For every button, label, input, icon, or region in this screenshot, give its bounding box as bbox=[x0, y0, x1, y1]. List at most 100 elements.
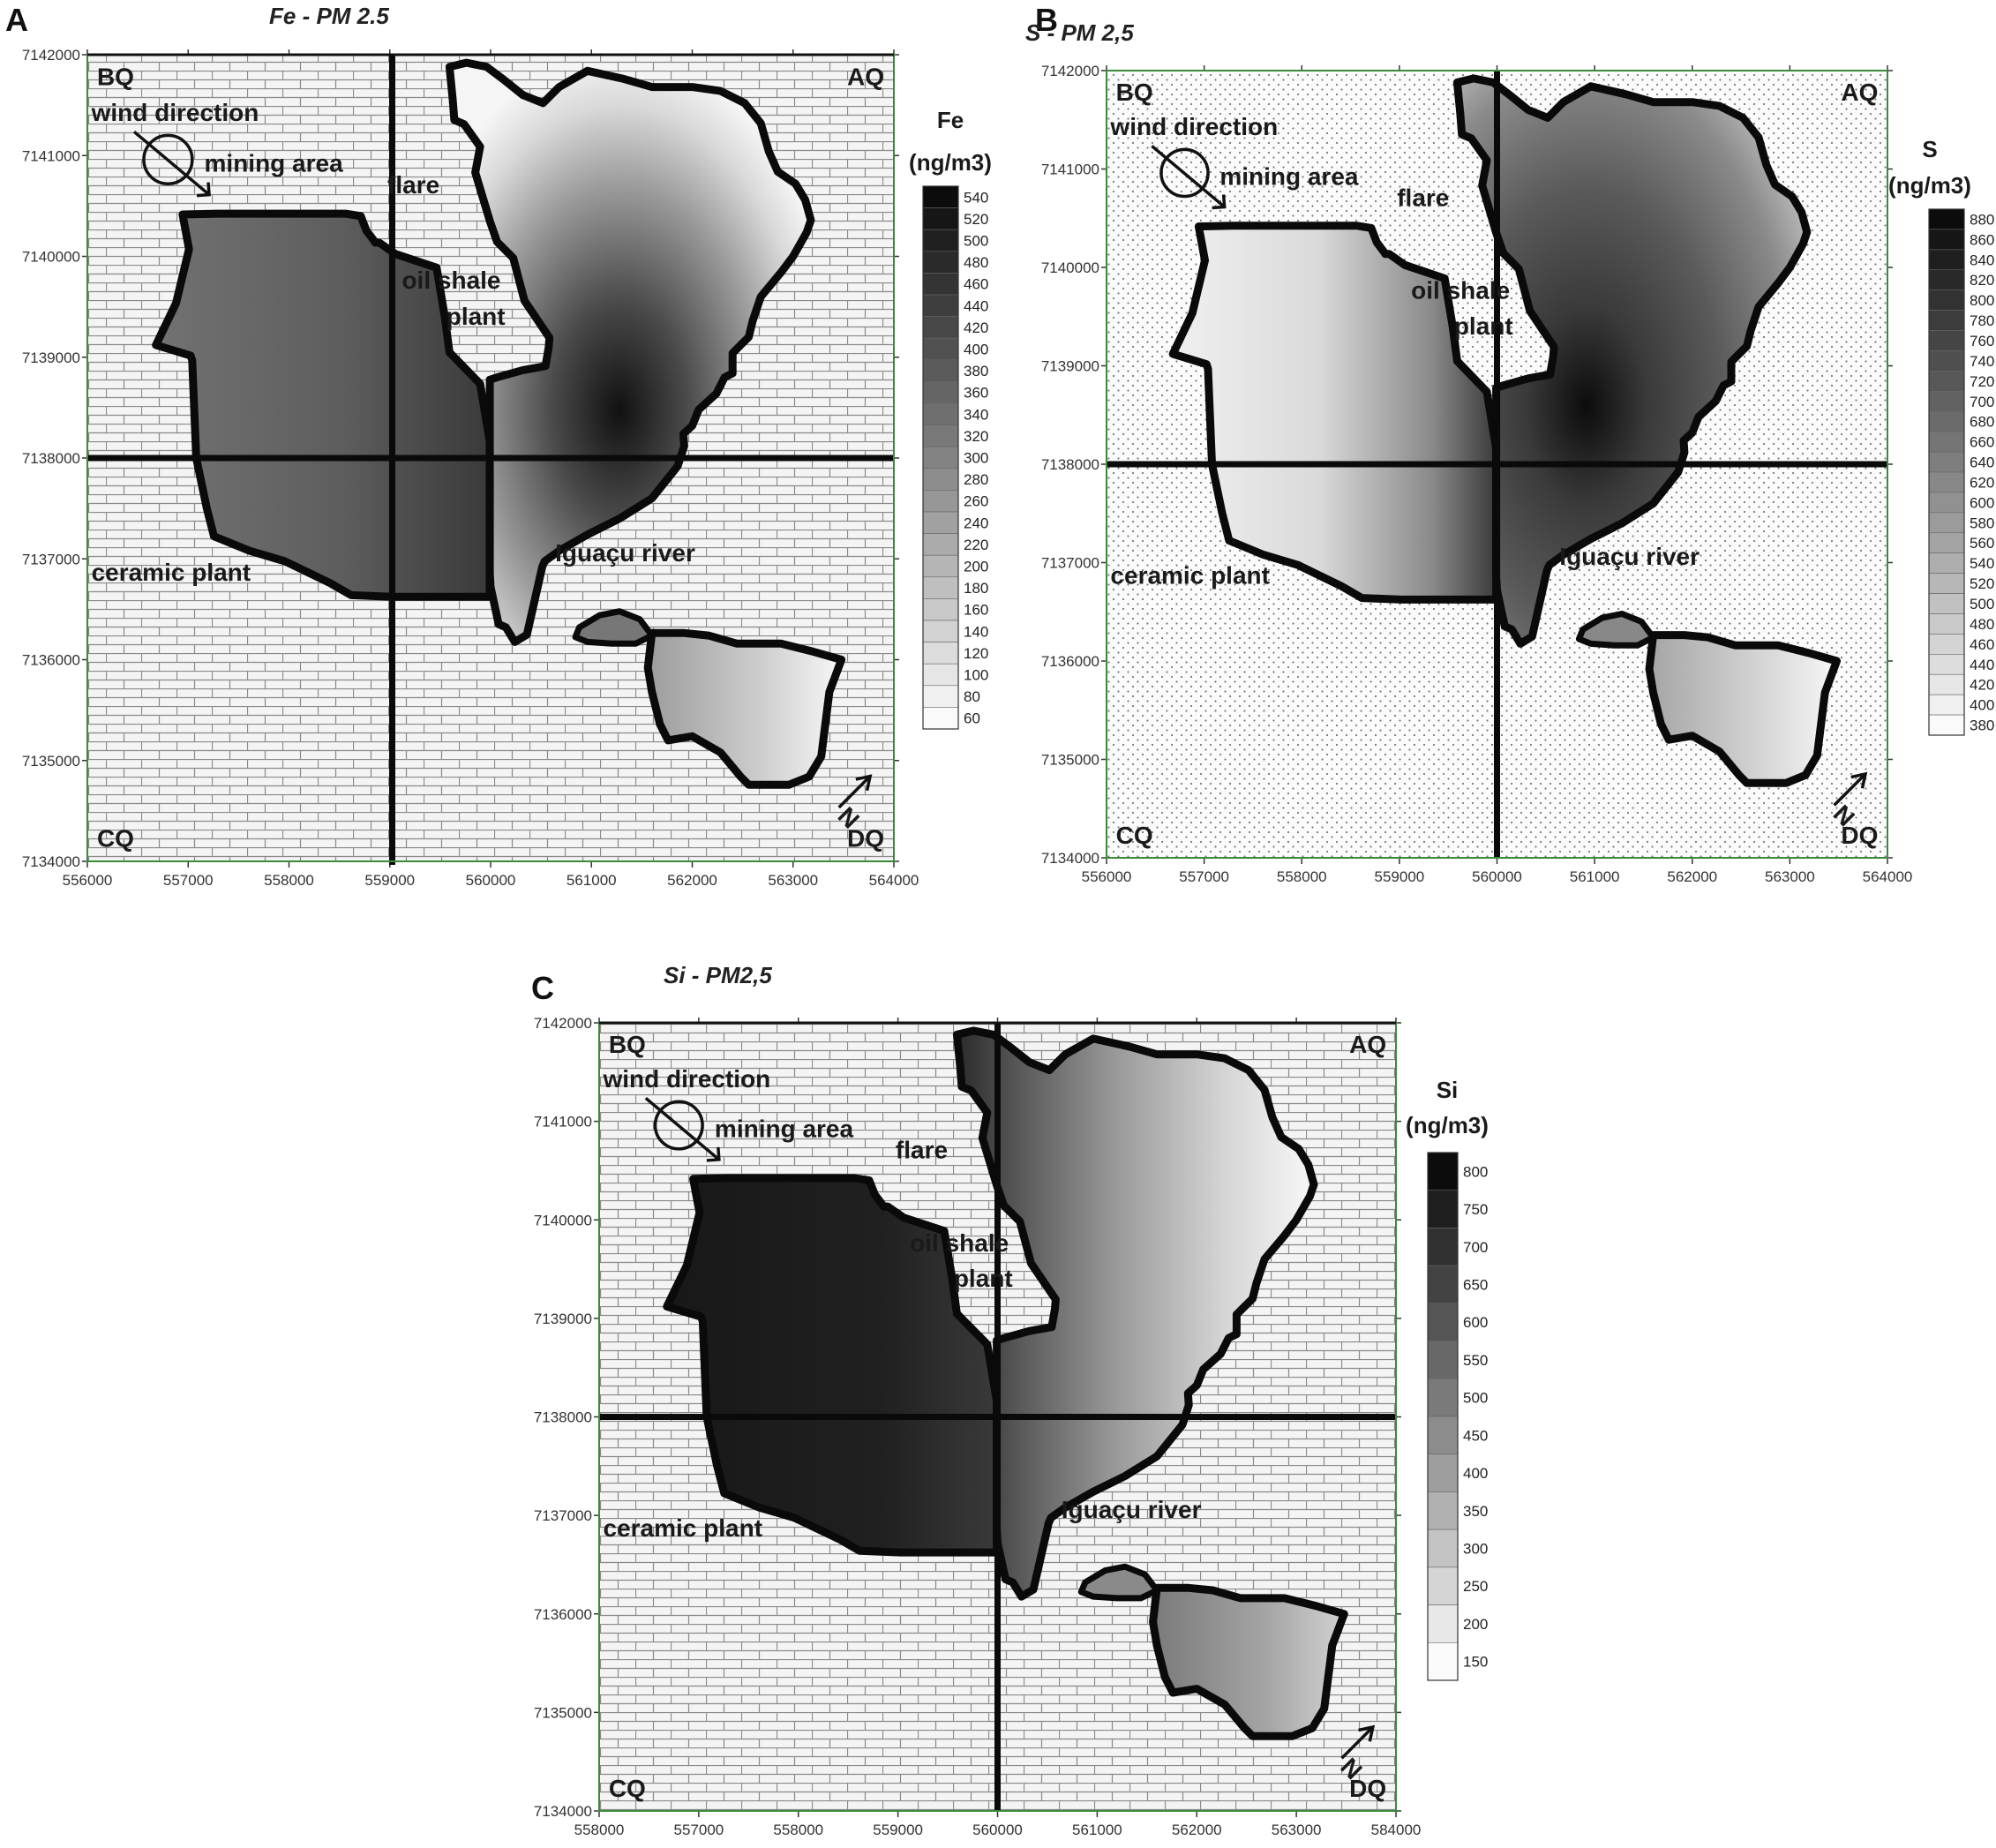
panel-title: Si - PM2,5 bbox=[664, 962, 772, 988]
colorbar-step bbox=[1928, 471, 1965, 493]
colorbar-step bbox=[922, 251, 959, 274]
y-tick-label: 7137000 bbox=[22, 551, 80, 567]
ceramic-plant-zone bbox=[1168, 222, 1501, 604]
x-tick-label: 561000 bbox=[1570, 868, 1620, 885]
colorbar-step bbox=[1928, 330, 1965, 351]
colorbar-tick-label: 800 bbox=[1970, 292, 1994, 309]
colorbar-step bbox=[1427, 1491, 1459, 1530]
colorbar-step bbox=[1928, 208, 1965, 230]
y-tick-label: 7140000 bbox=[22, 249, 80, 266]
colorbar-tick-label: 520 bbox=[964, 211, 988, 228]
north-arrow-head bbox=[1358, 1724, 1376, 1742]
colorbar-tick-label: 440 bbox=[1970, 657, 1994, 673]
map-panel-c: C Si - PM2,5 7142000 7141000 7140000 7139000 7… bbox=[531, 962, 1489, 1838]
colorbar-step bbox=[922, 273, 959, 296]
quadrant-label-cq: CQ bbox=[609, 1775, 646, 1802]
colorbar-tick-label: 250 bbox=[1463, 1578, 1488, 1595]
plant-label: plant bbox=[954, 1265, 1013, 1292]
colorbar-units: (ng/m3) bbox=[1406, 1112, 1489, 1138]
flare-label: flare bbox=[896, 1137, 948, 1164]
colorbar-tick-label: 750 bbox=[1463, 1201, 1488, 1218]
colorbar-step bbox=[1427, 1529, 1459, 1568]
colorbar-tick-label: 580 bbox=[1970, 515, 1994, 531]
colorbar-tick-label: 460 bbox=[1970, 636, 1994, 653]
colorbar-tick-label: 480 bbox=[1970, 616, 1994, 633]
colorbar-tick-label: 700 bbox=[1463, 1239, 1488, 1256]
y-tick-label: 7142000 bbox=[22, 47, 80, 64]
colorbar-tick-label: 260 bbox=[964, 493, 988, 510]
plant-label: plant bbox=[446, 303, 506, 330]
colorbar-tick-label: 80 bbox=[964, 688, 980, 705]
colorbar-step bbox=[922, 337, 959, 361]
wind-direction-icon bbox=[142, 133, 194, 185]
y-tick-label: 7141000 bbox=[534, 1114, 592, 1131]
colorbar-step bbox=[922, 598, 959, 621]
colorbar-step bbox=[922, 359, 959, 382]
quadrant-label-cq: CQ bbox=[97, 825, 134, 853]
quadrant-label-dq: DQ bbox=[1349, 1775, 1386, 1802]
x-tick-label: 558000 bbox=[1277, 868, 1327, 885]
colorbar-units: (ng/m3) bbox=[1888, 172, 1971, 199]
y-tick-label: 7139000 bbox=[534, 1311, 592, 1327]
colorbar-tick-label: 440 bbox=[964, 297, 988, 314]
river-pond bbox=[1077, 1563, 1160, 1602]
colorbar-step bbox=[1928, 532, 1965, 553]
colorbar-step bbox=[922, 185, 959, 208]
x-tick-label: 558000 bbox=[264, 872, 314, 889]
panel-letter: B bbox=[1035, 2, 1058, 38]
colorbar-tick-label: 60 bbox=[964, 710, 980, 727]
colorbar-element: S bbox=[1922, 136, 1937, 162]
x-tick-label: 562000 bbox=[1172, 1822, 1222, 1838]
iguacu-river-label: Iguaçu river bbox=[555, 539, 695, 567]
colorbar-step bbox=[1427, 1152, 1459, 1191]
wind-arrowhead-icon bbox=[196, 182, 211, 198]
colorbar-tick-label: 720 bbox=[1970, 373, 1994, 390]
y-tick-label: 7136000 bbox=[534, 1606, 592, 1623]
oil-shale-label: oil shale bbox=[1411, 277, 1510, 304]
wind-direction-label: wind direction bbox=[603, 1065, 771, 1093]
axis-ticks: 7142000 7141000 7140000 7139000 7138000 71370… bbox=[22, 47, 919, 889]
y-tick-label: 7135000 bbox=[534, 1704, 592, 1721]
quadrant-label-cq: CQ bbox=[1116, 822, 1153, 849]
colorbar-step bbox=[922, 424, 959, 447]
wind-arrowhead-icon bbox=[706, 1146, 721, 1162]
flare-label: flare bbox=[387, 171, 439, 199]
mining-area-label: mining area bbox=[1219, 162, 1359, 190]
colorbar-tick-label: 300 bbox=[1463, 1541, 1488, 1558]
y-tick-label: 7138000 bbox=[22, 450, 80, 467]
colorbar-tick-label: 740 bbox=[1970, 353, 1994, 370]
map-labels: BQ AQ CQ DQ wind direction mining area flare oi… bbox=[1109, 79, 1878, 849]
wind-direction-icon bbox=[653, 1100, 704, 1151]
wind-arrowhead-icon bbox=[1212, 194, 1227, 210]
x-tick-label: 558000 bbox=[574, 1822, 625, 1838]
panel-title: Fe - PM 2.5 bbox=[269, 3, 389, 29]
map-panel-b: BS - PM 2,5 7142000 7141000 7140000 7139000 7… bbox=[1025, 2, 1994, 885]
colorbar-tick-label: 120 bbox=[964, 645, 988, 662]
colorbar-step bbox=[1928, 593, 1965, 614]
y-tick-label: 7135000 bbox=[22, 753, 80, 770]
colorbar-frame bbox=[922, 185, 959, 730]
colorbar-tick-label: 150 bbox=[1463, 1654, 1488, 1671]
colorbar: S (ng/m3) 880 860 840 820 800 780 760 740 720 700 68… bbox=[1888, 136, 1994, 736]
colorbar-step bbox=[922, 685, 959, 708]
colorbar-step bbox=[1928, 350, 1965, 372]
colorbar-step bbox=[1928, 391, 1965, 412]
y-tick-label: 7140000 bbox=[534, 1212, 592, 1228]
x-tick-label: 557000 bbox=[1179, 868, 1229, 885]
x-tick-label: 561000 bbox=[567, 872, 617, 889]
colorbar-step bbox=[922, 707, 959, 730]
y-tick-label: 7142000 bbox=[1041, 63, 1099, 79]
colorbar-step bbox=[1928, 371, 1965, 392]
colorbar-tick-label: 660 bbox=[1970, 434, 1994, 451]
x-tick-label: 559000 bbox=[873, 1822, 923, 1838]
colorbar-step bbox=[1928, 410, 1965, 432]
y-tick-label: 7138000 bbox=[1041, 456, 1099, 473]
x-tick-label: 563000 bbox=[1272, 1822, 1322, 1838]
colorbar-step bbox=[922, 294, 959, 317]
south-zone bbox=[1149, 1583, 1348, 1740]
colorbar-step bbox=[1928, 714, 1965, 736]
wind-arrow-icon bbox=[132, 130, 211, 196]
colorbar-step bbox=[922, 642, 959, 665]
colorbar-step bbox=[922, 576, 959, 599]
colorbar-tick-label: 860 bbox=[1970, 231, 1994, 248]
